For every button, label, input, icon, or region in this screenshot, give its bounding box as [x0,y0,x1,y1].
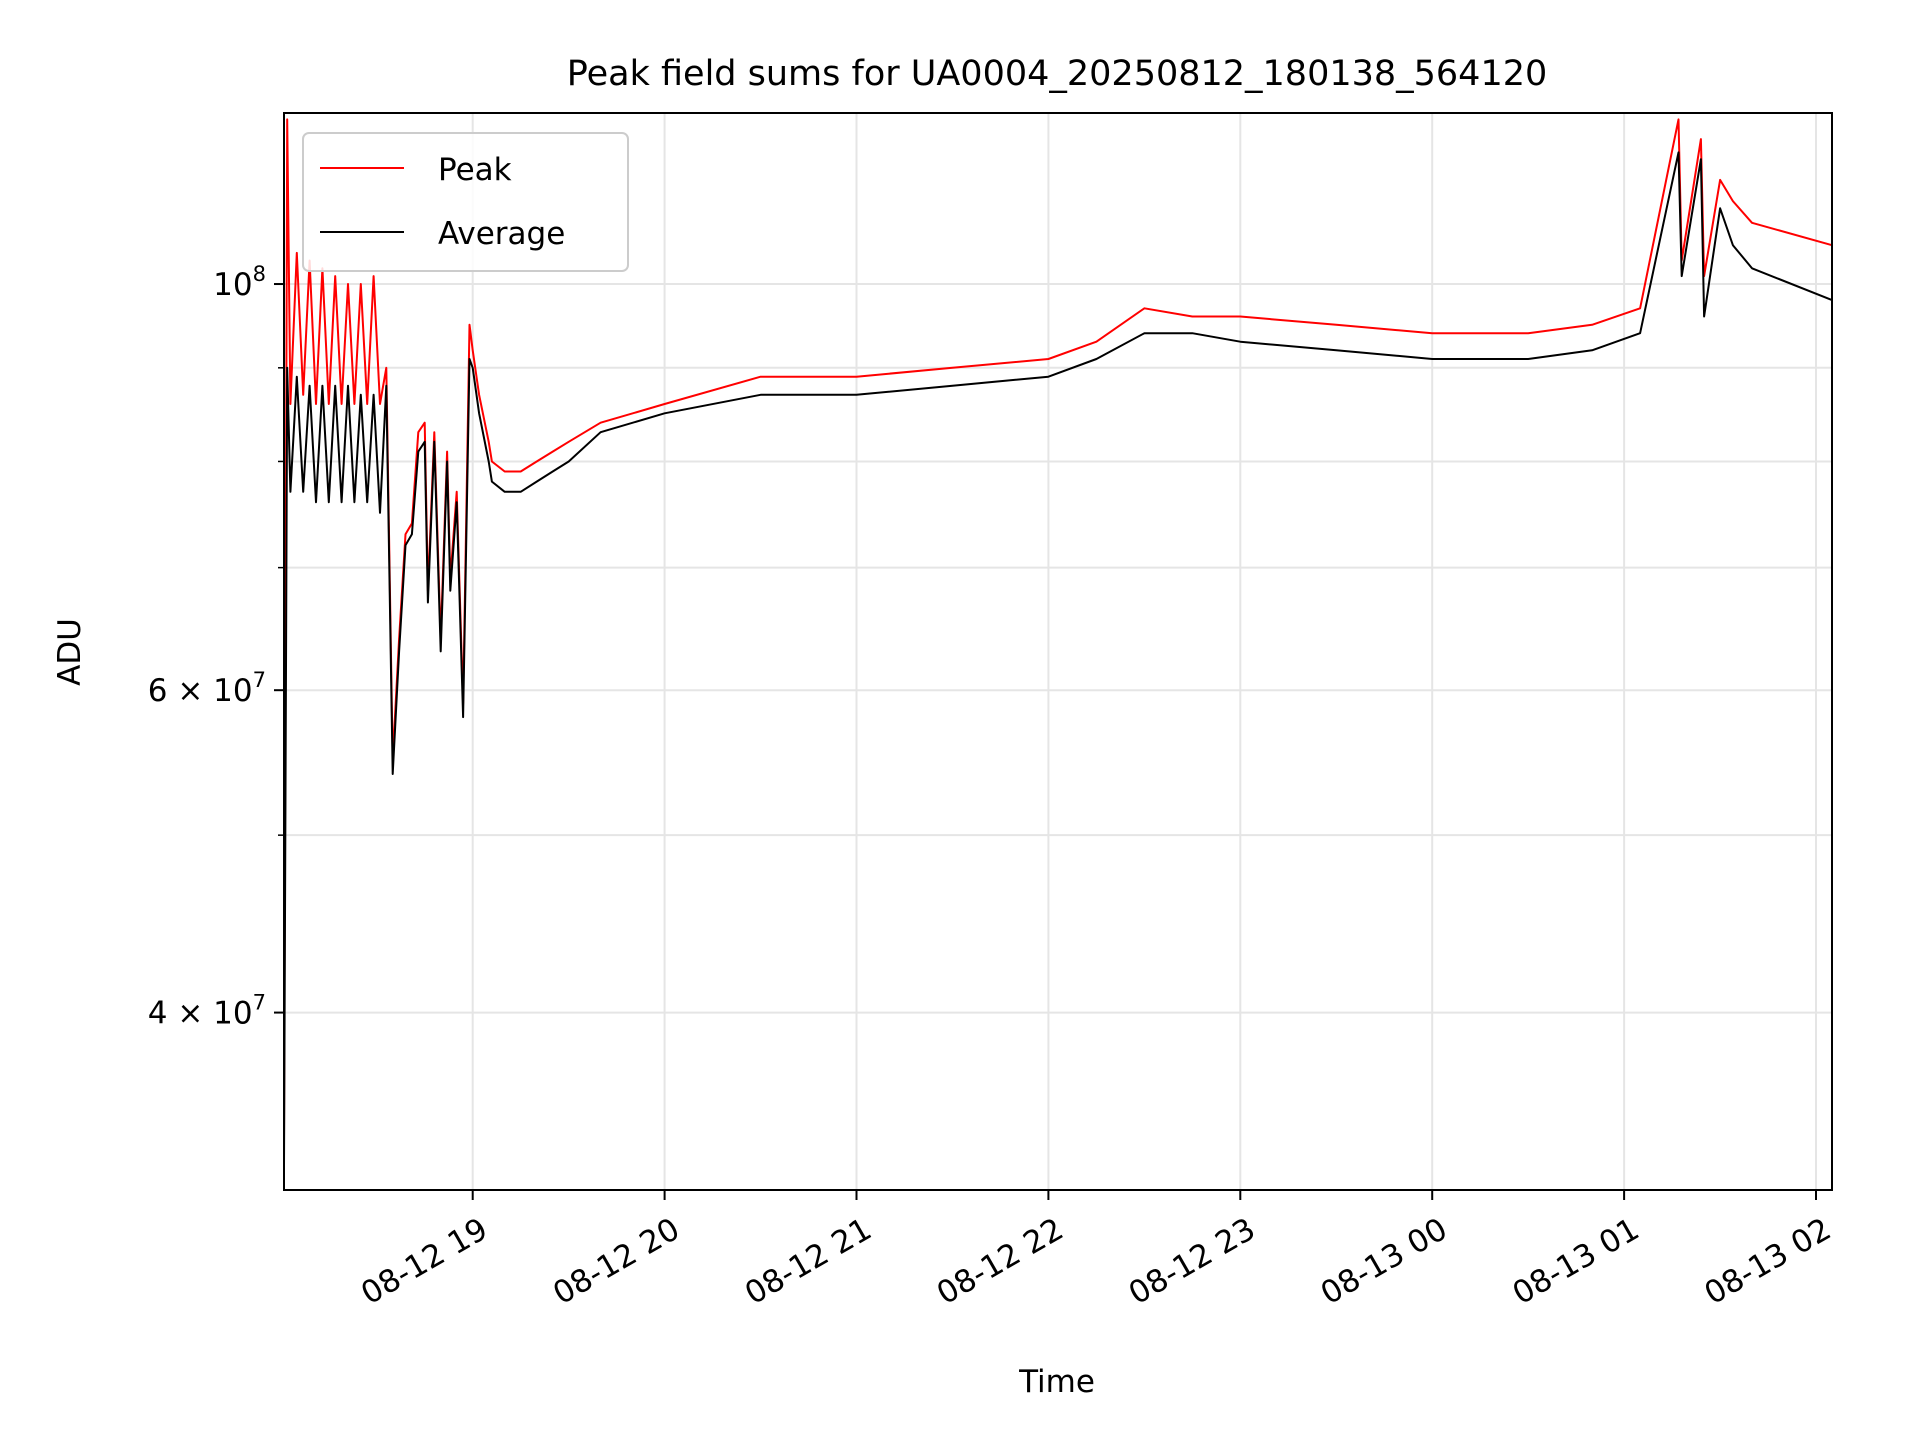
grid [284,113,1832,1190]
series-layer [283,118,1833,1166]
legend: Peak Average [302,132,629,272]
y-tick-label: 4 × 107 [148,991,266,1032]
legend-label-peak: Peak [438,152,512,188]
x-axis-label: Time [1018,1364,1095,1400]
series-line-average [283,151,1833,1166]
series-line-peak [283,118,1833,1142]
y-tick-label: 6 × 107 [148,668,266,709]
chart-title: Peak field sums for UA0004_20250812_1801… [567,54,1548,94]
legend-label-average: Average [438,216,565,252]
plot-frame [283,112,1833,1191]
y-axis-label: ADU [52,618,88,686]
